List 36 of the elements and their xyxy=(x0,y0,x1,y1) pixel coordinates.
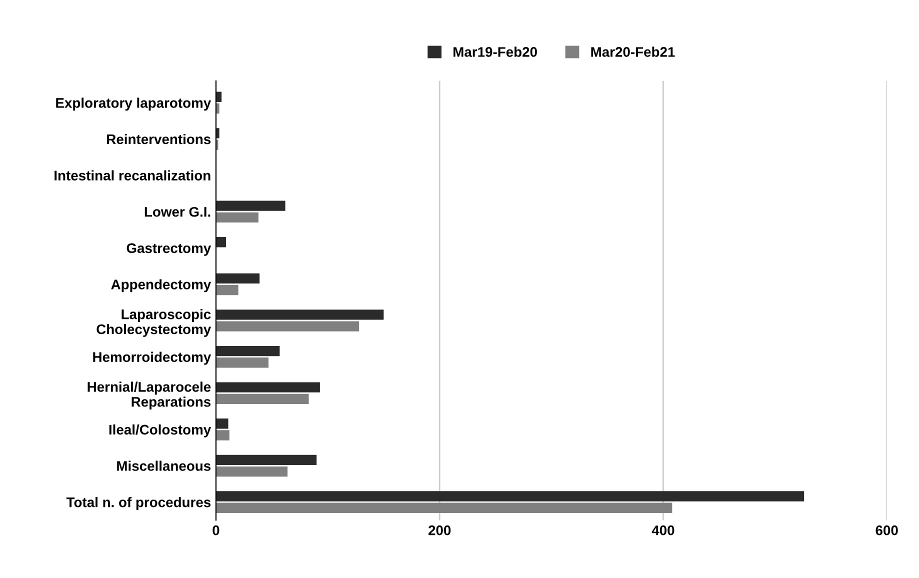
y-tick-label: Gastrectomy xyxy=(126,243,212,256)
bar xyxy=(216,200,286,211)
x-tick-label: 200 xyxy=(428,525,451,536)
y-tick-label: Appendectomy xyxy=(111,279,212,292)
bar xyxy=(216,128,220,138)
y-tick-label: Ileal/Colostomy xyxy=(109,424,212,438)
y-tick-label: Lower G.I. xyxy=(144,206,210,217)
y-tick-label: Hernial/Laparocele Reparations xyxy=(88,382,211,410)
legend-label: Mar20-Feb21 xyxy=(591,46,675,57)
bar xyxy=(216,358,269,368)
bar xyxy=(216,273,260,284)
bar xyxy=(216,502,672,513)
bar xyxy=(216,418,228,429)
bar xyxy=(216,491,804,502)
y-tick-label: Miscellaneous xyxy=(117,460,211,471)
y-tick-label: Laparoscopic Cholecystectomy xyxy=(96,309,212,337)
bar xyxy=(216,321,360,332)
bar xyxy=(216,310,384,320)
y-tick-label: Exploratory laparotomy xyxy=(56,98,212,111)
x-tick-label: 600 xyxy=(876,525,898,536)
y-tick-label: Hemorroidectomy xyxy=(93,352,212,365)
bar xyxy=(216,237,226,248)
bar xyxy=(216,346,280,356)
x-tick-label: 400 xyxy=(652,525,674,536)
bar xyxy=(216,454,317,466)
bar xyxy=(216,212,258,223)
bar xyxy=(216,284,238,296)
bar xyxy=(216,394,309,404)
bar xyxy=(216,430,230,440)
y-tick-label: Intestinal recanalization xyxy=(54,170,210,180)
y-tick-label: Total n. of procedures xyxy=(66,497,211,510)
x-tick-label: 0 xyxy=(212,525,220,536)
bar xyxy=(216,382,320,392)
y-tick-label: Reinterventions xyxy=(107,134,211,144)
legend-label: Mar19-Feb20 xyxy=(454,46,537,57)
bar xyxy=(216,466,288,477)
